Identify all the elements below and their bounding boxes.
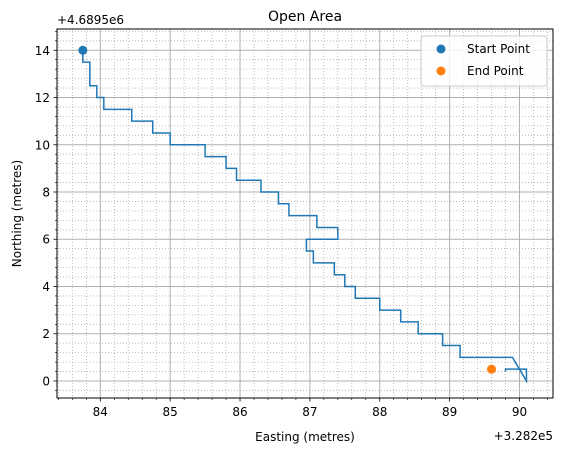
y-axis-title: Northing (metres): [10, 160, 24, 267]
major-grid: [57, 29, 553, 398]
y-tick-label: 8: [42, 186, 50, 200]
y-tick-label: 4: [42, 280, 50, 294]
start-point-marker: [78, 45, 88, 55]
x-tick-label: 86: [232, 405, 247, 419]
x-tick-label: 90: [512, 405, 527, 419]
legend: Start Point End Point: [420, 35, 548, 87]
path-line: [82, 50, 528, 384]
y-tick-label: 0: [42, 374, 50, 388]
chart-title: Open Area: [268, 9, 342, 25]
legend-marker-end-point: [436, 66, 446, 76]
x-tick-label: 88: [372, 405, 387, 419]
x-tick-label: 85: [163, 405, 178, 419]
ticks: [53, 31, 548, 402]
plot-frame: [56, 28, 554, 399]
x-tick-label: 84: [93, 405, 108, 419]
plot-background: [57, 29, 553, 398]
x-offset-label: +3.282e5: [494, 429, 553, 443]
legend-label-start-point: Start Point: [467, 42, 530, 56]
end-point-marker: [487, 364, 497, 374]
legend-marker-start-point: [436, 44, 446, 54]
tick-labels: 84 85 86 87 88 89 90 0 2 4 6 8 10 12 14: [35, 44, 527, 419]
data-layer: [78, 45, 528, 384]
legend-box: [420, 35, 548, 87]
y-offset-label: +4.6895e6: [57, 13, 124, 27]
y-tick-label: 6: [42, 233, 50, 247]
y-tick-label: 2: [42, 327, 50, 341]
y-tick-label: 14: [35, 44, 50, 58]
x-axis-title: Easting (metres): [255, 430, 355, 444]
x-tick-label: 89: [442, 405, 457, 419]
x-tick-label: 87: [302, 405, 317, 419]
legend-label-end-point: End Point: [467, 64, 524, 78]
y-tick-label: 12: [35, 91, 50, 105]
y-tick-label: 10: [35, 138, 50, 152]
